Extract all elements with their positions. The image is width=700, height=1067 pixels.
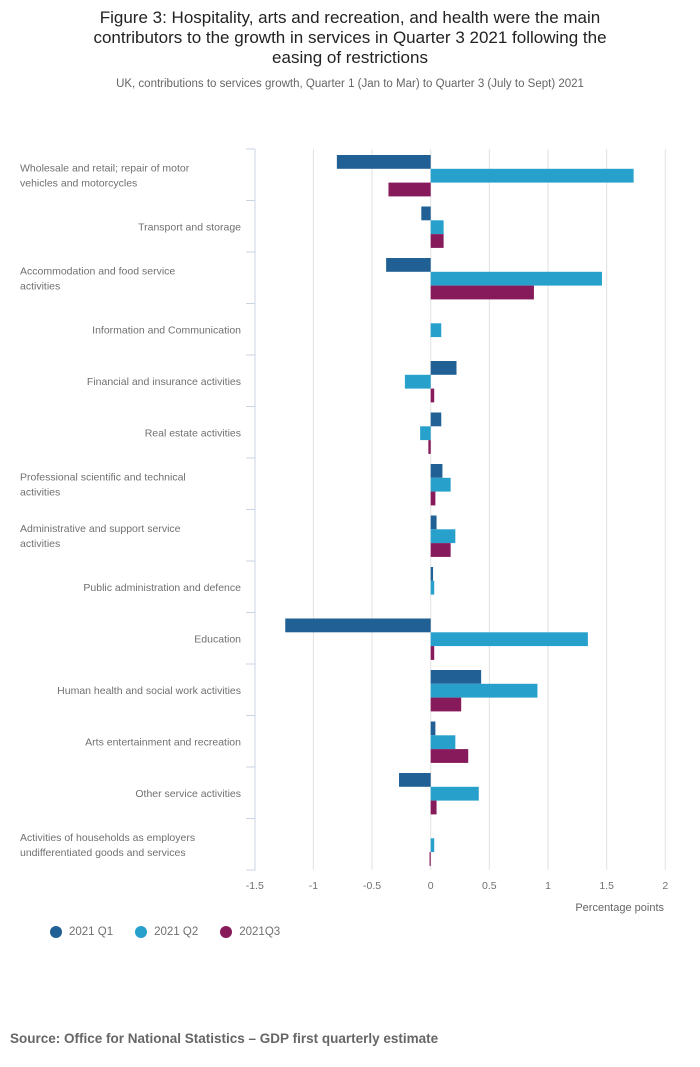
category-label: Public administration and defence [83, 582, 241, 594]
bar-2021-q2[interactable] [430, 271, 602, 286]
category-label-line: vehicles and motorcycles [20, 177, 137, 189]
bar-2021-q2[interactable] [430, 529, 456, 544]
x-tick-label: 0.5 [482, 880, 497, 892]
bar-2021-q2[interactable] [430, 323, 442, 338]
bar-2021-q1[interactable] [430, 515, 437, 530]
category-label: Other service activities [135, 788, 241, 800]
bar-2021q3[interactable] [430, 697, 462, 712]
bar-2021-q1[interactable] [336, 155, 431, 169]
category-label-line: activities [20, 280, 60, 292]
legend-label: 2021 Q1 [69, 926, 114, 938]
legend-item-q1[interactable]: 2021 Q1 [50, 926, 113, 938]
bar-2021-q1[interactable] [421, 206, 431, 221]
bar-2021-q1[interactable] [430, 412, 442, 427]
category-label-line: activities [20, 538, 60, 550]
x-tick-label: 0 [428, 880, 434, 892]
bar-2021-q2[interactable] [430, 477, 451, 492]
category-label: Real estate activities [145, 427, 241, 439]
category-label: Professional scientific and technical act… [20, 471, 186, 498]
bar-2021-q2[interactable] [430, 580, 435, 595]
bar-2021q3[interactable] [430, 491, 436, 506]
x-tick-label: -1 [309, 880, 318, 892]
bar-2021-q2[interactable] [430, 632, 588, 647]
bar-2021q3[interactable] [430, 285, 534, 300]
bar-2021q3[interactable] [430, 646, 435, 660]
bar-chart: Wholesale and retail; repair of motor veh… [20, 148, 669, 914]
bar-2021-q1[interactable] [285, 618, 431, 633]
category-label: Administrative and support service activi… [20, 523, 181, 550]
category-label: Information and Communication [92, 324, 241, 336]
legend-dot-icon [50, 926, 62, 938]
gridlines [312, 149, 666, 870]
bar-2021-q1[interactable] [399, 773, 431, 787]
category-label: Accommodation and food service activities [20, 265, 175, 292]
bar-2021-q1[interactable] [386, 258, 431, 272]
bar-2021q3[interactable] [430, 234, 444, 248]
category-label: Education [194, 633, 241, 645]
bar-2021q3[interactable] [429, 852, 431, 866]
bar-2021-q1[interactable] [430, 567, 434, 581]
source-note: Source: Office for National Statistics –… [10, 1031, 439, 1046]
bar-2021-q1[interactable] [430, 464, 443, 478]
x-tick-label: 2 [662, 880, 668, 892]
legend-label: 2021Q3 [239, 926, 281, 938]
legend-item-q3[interactable]: 2021Q3 [220, 926, 280, 938]
category-label-line: activities [20, 486, 60, 498]
chart-subtitle: UK, contributions to services growth, Qu… [116, 78, 584, 90]
x-tick-labels: -1.5 -1 -0.5 0 0.5 1 1.5 2 [246, 880, 669, 892]
chart-title-line: Figure 3: Hospitality, arts and recreati… [99, 8, 601, 27]
bar-2021-q2[interactable] [430, 838, 435, 853]
bar-2021q3[interactable] [430, 543, 451, 557]
bar-2021q3[interactable] [430, 800, 437, 815]
bar-2021q3[interactable] [428, 440, 431, 454]
bar-2021q3[interactable] [388, 182, 431, 197]
category-label-line: Wholesale and retail; repair of motor [20, 162, 190, 174]
bar-2021-q1[interactable] [430, 361, 457, 375]
category-label: Arts entertainment and recreation [85, 736, 241, 748]
bar-2021-q2[interactable] [430, 786, 479, 801]
x-tick-label: 1 [545, 880, 551, 892]
legend-item-q2[interactable]: 2021 Q2 [135, 926, 198, 938]
x-tick-label: -1.5 [246, 880, 264, 892]
chart-title-line: contributors to the growth in services i… [93, 28, 607, 47]
legend-label: 2021 Q2 [154, 926, 199, 938]
legend-dot-icon [135, 926, 148, 938]
chart-title: Figure 3: Hospitality, arts and recreati… [0, 8, 700, 68]
bar-2021-q2[interactable] [430, 168, 634, 183]
bar-2021q3[interactable] [430, 749, 469, 763]
x-tick-label: -0.5 [363, 880, 381, 892]
bar-2021-q2[interactable] [430, 683, 538, 698]
y-axis [246, 148, 256, 871]
category-label-line: Activities of households as employers [20, 832, 195, 844]
bar-2021-q1[interactable] [430, 721, 436, 736]
category-labels: Wholesale and retail; repair of motor veh… [20, 162, 241, 859]
bar-2021-q2[interactable] [420, 426, 431, 441]
x-axis-title: Percentage points [575, 902, 664, 914]
category-label-line: undifferentiated goods and services [20, 847, 186, 859]
legend-dot-icon [220, 926, 233, 938]
category-label: Transport and storage [138, 221, 241, 233]
category-label: Wholesale and retail; repair of motor veh… [20, 162, 190, 189]
category-label: Human health and social work activities [57, 685, 241, 697]
category-label-line: Administrative and support service [20, 523, 181, 535]
bar-2021q3[interactable] [430, 388, 435, 403]
x-tick-label: 1.5 [599, 880, 614, 892]
bars [285, 155, 634, 866]
bar-2021-q2[interactable] [430, 735, 456, 750]
bar-2021-q2[interactable] [430, 220, 444, 235]
category-label-line: Accommodation and food service [20, 265, 175, 277]
bar-2021-q1[interactable] [430, 670, 482, 684]
bar-2021-q2[interactable] [404, 374, 431, 389]
category-label-line: Professional scientific and technical [20, 471, 186, 483]
category-label: Financial and insurance activities [87, 376, 241, 388]
chart-title-line: easing of restrictions [272, 48, 428, 67]
legend: 2021 Q1 2021 Q2 2021Q3 [50, 926, 280, 938]
category-label: Activities of households as employers und… [20, 832, 195, 859]
